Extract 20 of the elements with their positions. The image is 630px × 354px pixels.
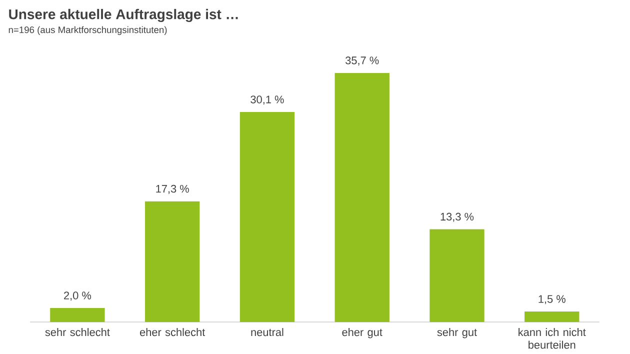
- data-label: 13,3 %: [440, 212, 474, 222]
- bar: [334, 72, 390, 322]
- x-tick-label: neutral: [251, 328, 284, 336]
- bar: [50, 308, 105, 322]
- data-label: 30,1 %: [250, 96, 284, 105]
- chart-title: Unsere aktuelle Auftragslage ist …: [9, 8, 238, 22]
- data-label: 35,7 %: [346, 56, 379, 66]
- x-tick-label: eher gut: [342, 328, 382, 338]
- chart-subtitle: n=196 (aus Marktforschungsinstituten): [8, 26, 167, 35]
- bar: [145, 201, 200, 322]
- bar: [240, 112, 295, 322]
- x-tick-label: sehr gut: [437, 328, 477, 338]
- bar: [430, 229, 484, 322]
- x-tick-label: sehr schlecht: [45, 328, 110, 336]
- bar: [524, 312, 580, 322]
- data-label: 1,5 %: [538, 295, 566, 304]
- data-label: 17,3 %: [156, 184, 189, 194]
- x-tick-label: kann ich nicht beurteilen: [518, 328, 586, 349]
- x-tick-label: eher schlecht: [140, 328, 206, 336]
- data-label: 2,0 %: [64, 292, 92, 301]
